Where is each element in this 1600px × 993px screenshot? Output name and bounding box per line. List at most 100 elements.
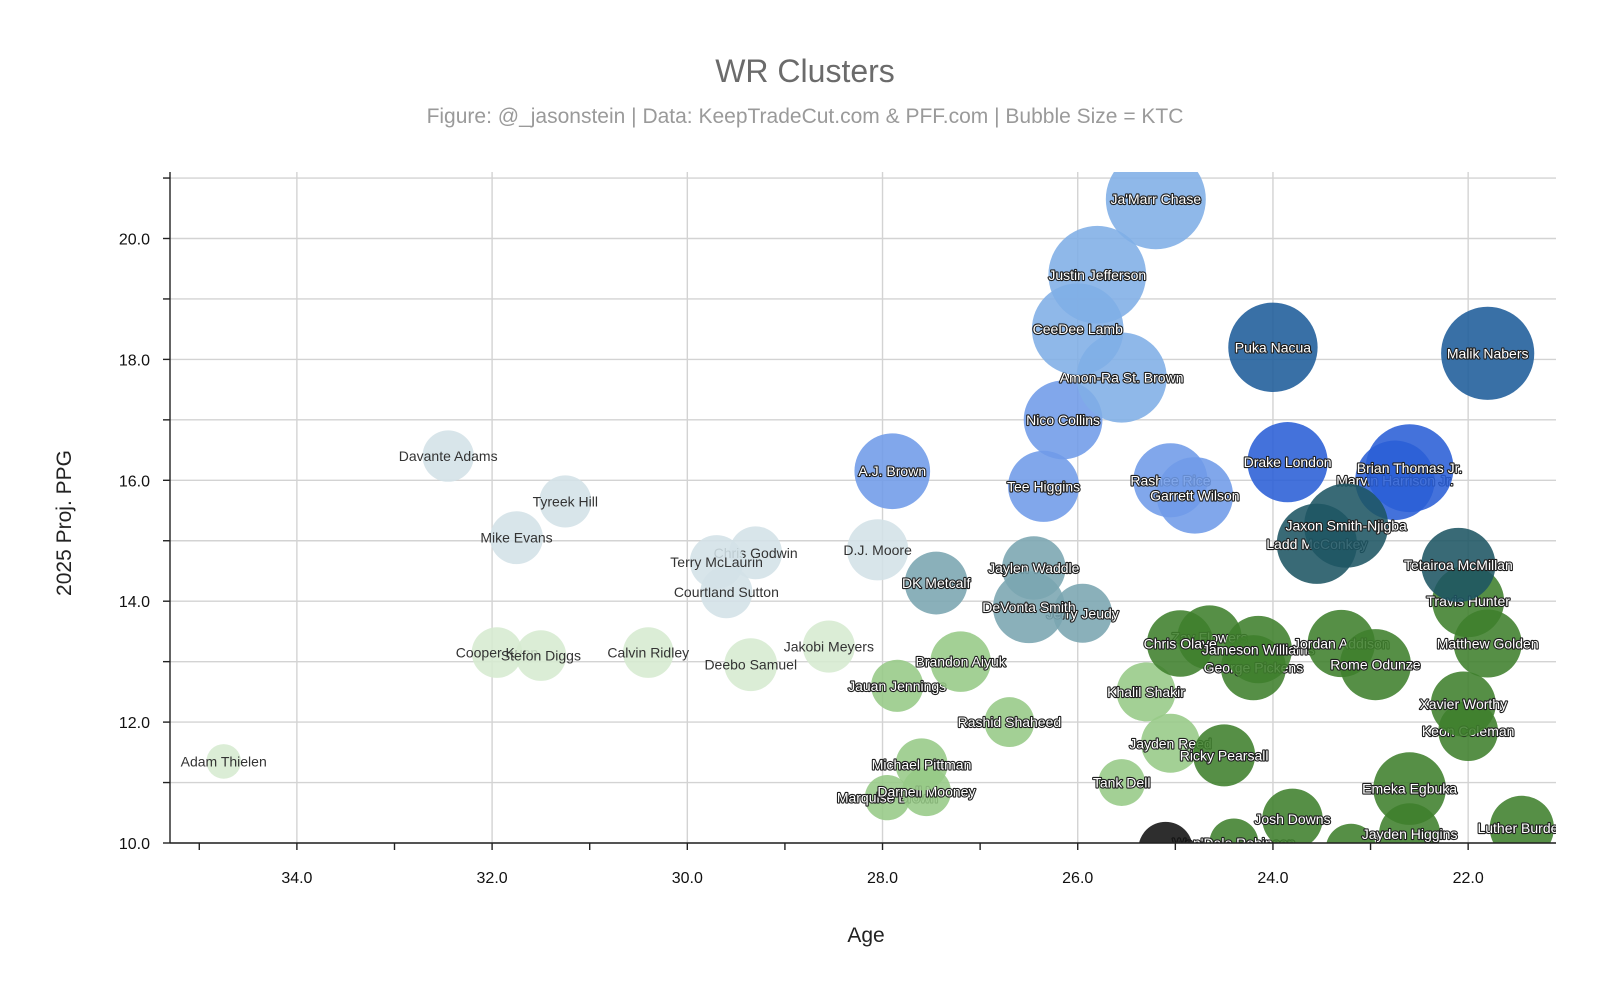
bubble-point: Ja'Marr Chase: [1105, 172, 1206, 250]
bubble-point: Deebo Samuel: [704, 638, 797, 692]
bubble-point: Stefon Diggs: [501, 630, 581, 681]
bubble: [904, 551, 968, 615]
bubble: [206, 744, 242, 779]
bubble-point: Jaxon Smith-Njigba: [1284, 483, 1408, 568]
bubble: [539, 475, 592, 528]
chart-title: WR Clusters: [715, 53, 895, 89]
bubble-label: CeeDee Lamb: [1033, 321, 1123, 337]
x-tick-label: 30.0: [672, 870, 703, 887]
bubble: [1489, 795, 1554, 843]
bubble-point: Jakobi Meyers: [784, 620, 874, 673]
bubble-point: Calvin Ridley: [607, 627, 689, 678]
bubble-label: Nico Collins: [1026, 412, 1100, 428]
y-tick-label: 12.0: [119, 715, 150, 732]
y-tick-label: 18.0: [119, 352, 150, 369]
bubble-point: Brandon Aiyuk: [914, 631, 1008, 692]
bubble-point: Jayden Reed: [1128, 713, 1213, 773]
bubble-point: Luther Burden: [1476, 795, 1566, 843]
bubble-point: Jerry Jeudy: [1045, 583, 1120, 643]
bubble: [1105, 172, 1206, 250]
bubble-label: Xavier Worthy: [1419, 696, 1507, 712]
bubble: [1247, 422, 1328, 503]
bubble-label: Calvin Ridley: [607, 645, 689, 661]
bubble-point: Xavier Worthy: [1418, 671, 1508, 737]
bubble: [490, 511, 543, 565]
bubble: [1441, 306, 1535, 400]
bubble-label: DeVonta Smith: [982, 599, 1075, 615]
y-tick-label: 20.0: [119, 231, 150, 248]
bubble: [895, 738, 948, 791]
bubble: [724, 638, 778, 692]
bubble-label: Rome Odunze: [1330, 657, 1420, 673]
bubble-label: Justin Jefferson: [1048, 267, 1146, 283]
bubble-label: Ja'Marr Chase: [1111, 191, 1202, 207]
bubble-label: Deebo Samuel: [704, 657, 797, 673]
bubble-label: Stefon Diggs: [501, 648, 581, 664]
bubble-label: Wan'Dale Robinson: [1173, 835, 1296, 851]
bubble-point: Terry McLaurin: [670, 535, 763, 589]
bubble-label: Emeka Egbuka: [1362, 781, 1457, 797]
bubble-point: Rome Odunze: [1329, 629, 1422, 701]
bubble-point: A.J. Brown: [854, 433, 931, 510]
bubble-point: Rashid Shaheed: [957, 697, 1062, 748]
bubble-point: Jauan Jennings: [847, 659, 947, 712]
y-tick-label: 16.0: [119, 473, 150, 490]
bubble-label: Jaylen Waddle: [988, 560, 1080, 576]
bubble-point: Tyreek Hill: [533, 475, 598, 528]
bubble-point: DK Metcalf: [901, 551, 972, 615]
bubble-point: Garrett Wilson: [1149, 457, 1241, 534]
bubble-label: Jameson Williams: [1202, 642, 1315, 658]
bubble-label: Michael Pittman: [872, 756, 972, 772]
bubble-point: Tank Dell: [1092, 759, 1152, 806]
bubble: [864, 775, 911, 821]
bubble-label: Terry McLaurin: [670, 554, 763, 570]
bubble-label: Khalil Shakir: [1107, 684, 1185, 700]
bubble-label: Luther Burden: [1477, 820, 1566, 836]
bubble-label: Chris Olave: [1144, 636, 1217, 652]
bubble-point: Michael Pittman: [871, 738, 972, 791]
bubble-label: Garrett Wilson: [1150, 487, 1239, 503]
y-tick-label: 10.0: [119, 836, 150, 853]
bubble-point: [1326, 823, 1376, 843]
bubble-label: Tank Dell: [1093, 775, 1151, 791]
bubble-label: Jakobi Meyers: [784, 639, 874, 655]
bubble: [802, 620, 855, 673]
bubble-label: Jayden Higgins: [1362, 826, 1458, 842]
bubble-point: Davante Adams: [399, 430, 498, 482]
bubble: [1304, 483, 1389, 568]
bubble-point: Drake London: [1243, 422, 1333, 503]
bubble-label: DK Metcalf: [902, 575, 971, 591]
bubble-point: Tetairoa McMillan: [1403, 527, 1514, 603]
bubble: [1098, 759, 1146, 806]
bubble-point: [1139, 821, 1193, 843]
bubble-label: Jayden Reed: [1129, 735, 1212, 751]
bubble: [471, 627, 523, 678]
bubble: [1224, 615, 1292, 684]
bubble: [1228, 302, 1318, 392]
bubble: [622, 627, 674, 678]
bubble-point: Khalil Shakir: [1106, 662, 1186, 722]
bubble-label: Rashid Shaheed: [958, 714, 1062, 730]
chart-subtitle: Figure: @_jasonstein | Data: KeepTradeCu…: [427, 105, 1184, 128]
bubble: [1421, 527, 1496, 603]
bubble-label: Tee Higgins: [1007, 478, 1080, 494]
axes: 34.0 32.0 30.0 28.0 26.0 24.0 22.0 10.0 12.0 14.0…: [119, 172, 1556, 887]
bubble-point: D.J. Moore: [843, 519, 912, 581]
bubble-point: Josh Downs: [1253, 788, 1332, 843]
bubble-label: Drake London: [1244, 454, 1332, 470]
bubble: [1008, 450, 1080, 522]
bubble-point: DeVonta Smith: [981, 571, 1077, 644]
bubble: [1156, 457, 1234, 534]
x-tick-label: 34.0: [281, 870, 312, 887]
bubble-label: A.J. Brown: [858, 463, 926, 479]
bubble-point: Puka Nacua: [1228, 302, 1318, 392]
x-tick-label: 28.0: [867, 870, 898, 887]
bubble-label: Darnell Mooney: [877, 784, 975, 800]
bubble-point: Justin Jefferson: [1047, 225, 1147, 324]
x-tick-label: 24.0: [1257, 870, 1288, 887]
bubble-label: Davante Adams: [399, 448, 498, 464]
bubble: [1209, 818, 1259, 843]
bubble: [1048, 225, 1147, 324]
bubble-label: Adam Thielen: [181, 753, 267, 769]
